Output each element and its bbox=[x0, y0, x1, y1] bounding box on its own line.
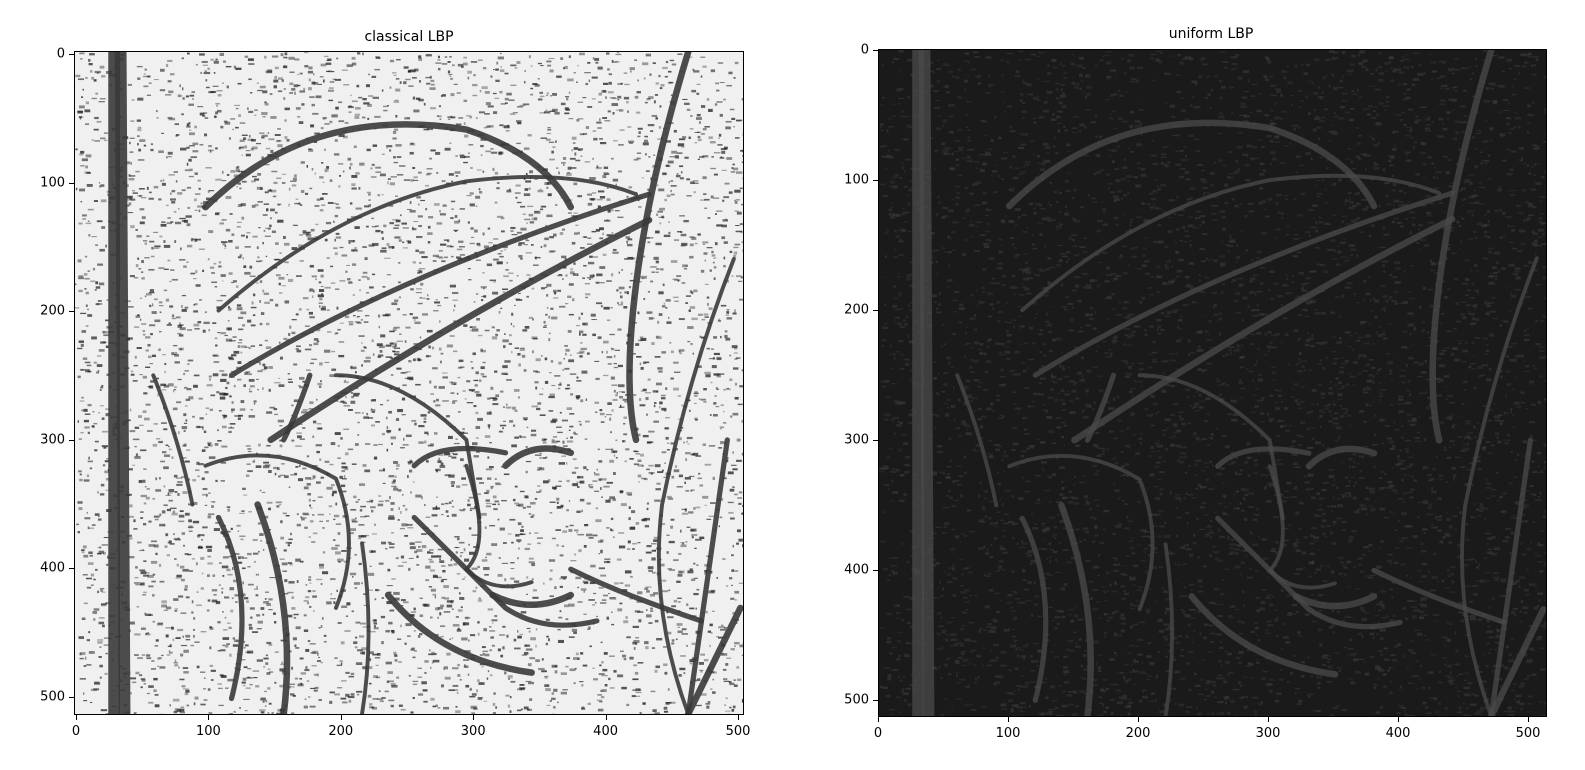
y-tick-mark bbox=[873, 310, 878, 311]
x-tick-label: 100 bbox=[995, 726, 1021, 741]
y-tick-label: 400 bbox=[40, 560, 65, 576]
y-tick-mark bbox=[69, 54, 74, 55]
texture-speckles bbox=[75, 52, 743, 714]
y-tick-mark bbox=[69, 568, 74, 570]
x-tick-mark bbox=[605, 715, 607, 720]
y-tick-mark bbox=[873, 50, 878, 51]
x-tick-label: 200 bbox=[328, 724, 354, 739]
axes-uniform-lbp bbox=[878, 49, 1547, 717]
x-tick-label: 0 bbox=[71, 724, 81, 739]
x-tick-mark bbox=[473, 715, 475, 720]
x-tick-label: 500 bbox=[725, 724, 751, 739]
x-tick-label: 300 bbox=[460, 724, 486, 739]
y-tick-label: 500 bbox=[40, 689, 65, 705]
x-tick-mark bbox=[340, 715, 342, 720]
x-tick-label: 500 bbox=[1515, 726, 1541, 741]
x-tick-mark bbox=[1008, 717, 1009, 722]
x-tick-mark bbox=[1268, 717, 1269, 722]
y-tick-mark bbox=[69, 311, 74, 313]
y-tick-label: 400 bbox=[844, 562, 869, 578]
x-tick-label: 200 bbox=[1125, 726, 1151, 741]
x-tick-mark bbox=[208, 715, 210, 720]
y-tick-mark bbox=[873, 180, 878, 181]
x-tick-label: 300 bbox=[1255, 726, 1281, 741]
y-tick-label: 200 bbox=[844, 302, 869, 318]
x-tick-mark bbox=[1138, 717, 1139, 722]
y-tick-mark bbox=[873, 700, 878, 701]
y-tick-label: 100 bbox=[40, 175, 65, 191]
y-tick-mark bbox=[69, 182, 74, 184]
y-tick-label: 0 bbox=[860, 42, 869, 58]
x-tick-label: 400 bbox=[1385, 726, 1411, 741]
image-classical-lbp bbox=[75, 52, 743, 714]
texture-speckles bbox=[879, 50, 1546, 716]
x-tick-label: 400 bbox=[593, 724, 619, 739]
x-tick-mark bbox=[1528, 717, 1529, 722]
edge-strokes bbox=[912, 50, 1546, 716]
y-tick-label: 200 bbox=[40, 303, 65, 319]
x-tick-label: 0 bbox=[873, 726, 883, 741]
y-tick-label: 300 bbox=[844, 432, 869, 448]
y-tick-label: 300 bbox=[40, 432, 65, 448]
x-tick-mark bbox=[1398, 717, 1399, 722]
x-tick-label: 100 bbox=[195, 724, 221, 739]
y-tick-label: 0 bbox=[56, 46, 65, 62]
x-tick-mark bbox=[76, 715, 77, 720]
y-tick-mark bbox=[873, 440, 878, 441]
y-tick-mark bbox=[69, 697, 74, 698]
title-uniform-lbp: uniform LBP bbox=[1168, 26, 1254, 42]
y-tick-mark bbox=[873, 570, 878, 571]
x-tick-mark bbox=[878, 717, 879, 722]
title-classical-lbp: classical LBP bbox=[364, 29, 454, 45]
x-tick-mark bbox=[738, 715, 739, 720]
y-tick-mark bbox=[69, 439, 74, 441]
axes-classical-lbp bbox=[74, 51, 744, 715]
edge-strokes bbox=[108, 52, 743, 714]
y-tick-label: 500 bbox=[844, 692, 869, 708]
image-uniform-lbp bbox=[879, 50, 1546, 716]
y-tick-label: 100 bbox=[844, 172, 869, 188]
